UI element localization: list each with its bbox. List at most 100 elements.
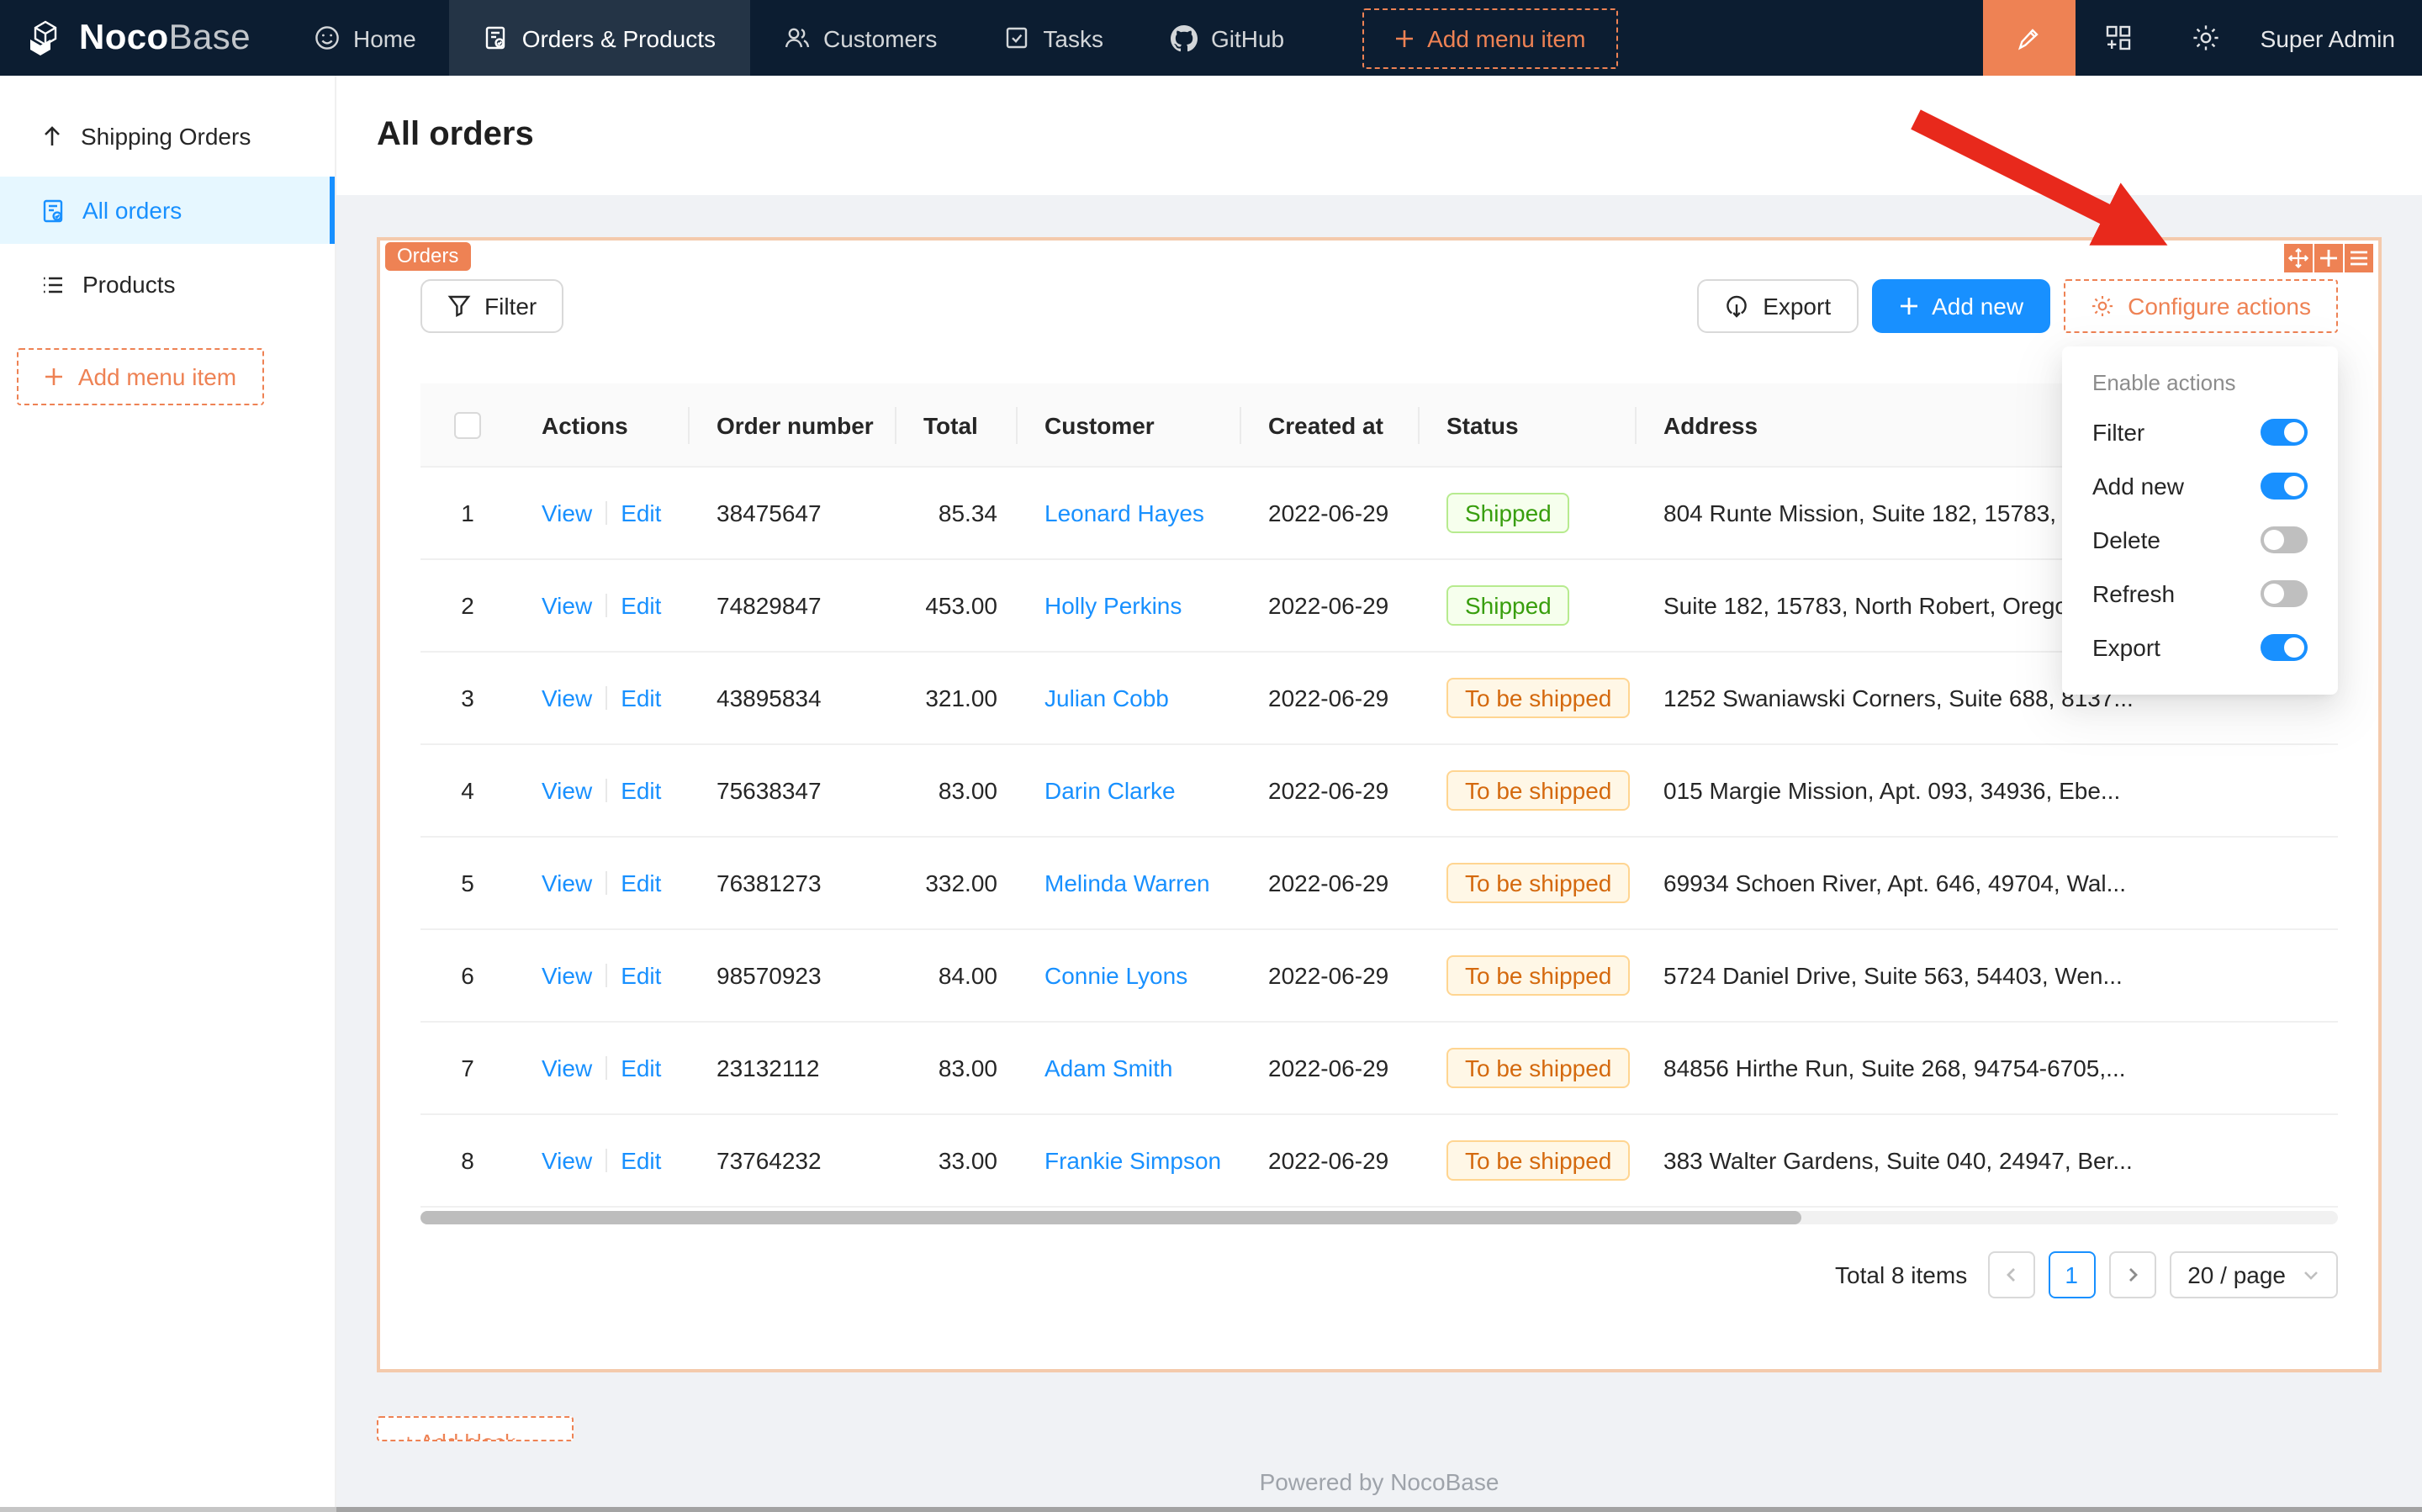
toggle-knob bbox=[2264, 584, 2284, 604]
view-link[interactable]: View bbox=[542, 870, 593, 896]
row-actions-cell: View Edit bbox=[515, 870, 690, 896]
plus-icon bbox=[45, 367, 65, 387]
drag-handle-icon[interactable] bbox=[2284, 244, 2313, 272]
edit-link[interactable]: Edit bbox=[621, 962, 662, 989]
column-header-status[interactable]: Status bbox=[1420, 411, 1637, 438]
sidebar-item-shipping-orders[interactable]: Shipping Orders bbox=[0, 103, 335, 170]
block-menu-icon[interactable] bbox=[2345, 244, 2373, 272]
enable-action-item[interactable]: Filter bbox=[2062, 405, 2338, 459]
configure-actions-button[interactable]: Configure actions bbox=[2064, 279, 2338, 333]
edit-link[interactable]: Edit bbox=[621, 592, 662, 619]
ui-editor-button[interactable] bbox=[1982, 0, 2076, 76]
nav-item-label: Tasks bbox=[1043, 24, 1103, 51]
pagination-prev-button[interactable] bbox=[1987, 1251, 2035, 1298]
nocobase-logo[interactable]: NocoBase bbox=[0, 0, 281, 76]
sidebar-item-products[interactable]: Products bbox=[0, 251, 335, 318]
add-new-button[interactable]: Add new bbox=[1871, 279, 2051, 333]
export-button[interactable]: Export bbox=[1697, 279, 1859, 333]
settings-button[interactable] bbox=[2163, 0, 2250, 76]
add-block-button[interactable]: + Add block bbox=[377, 1416, 574, 1441]
view-link[interactable]: View bbox=[542, 592, 593, 619]
total-cell: 33.00 bbox=[938, 1147, 997, 1174]
customer-link[interactable]: Adam Smith bbox=[1044, 1055, 1173, 1081]
toggle-switch[interactable] bbox=[2261, 526, 2308, 553]
sidebar-add-menu-item-button[interactable]: Add menu item bbox=[17, 348, 264, 405]
list-icon bbox=[40, 272, 66, 297]
customer-link[interactable]: Julian Cobb bbox=[1044, 685, 1169, 711]
enable-action-item[interactable]: Export bbox=[2062, 621, 2338, 674]
address-cell: 383 Walter Gardens, Suite 040, 24947, Be… bbox=[1663, 1147, 2133, 1174]
view-link[interactable]: View bbox=[542, 685, 593, 711]
edit-link[interactable]: Edit bbox=[621, 500, 662, 526]
view-link[interactable]: View bbox=[542, 777, 593, 804]
navbar-add-menu-item-button[interactable]: Add menu item bbox=[1362, 8, 1618, 68]
plugin-manager-button[interactable] bbox=[2076, 0, 2163, 76]
toggle-switch[interactable] bbox=[2261, 419, 2308, 446]
enable-action-label: Add new bbox=[2092, 473, 2184, 500]
select-all-checkbox[interactable] bbox=[454, 411, 481, 438]
enable-action-item[interactable]: Delete bbox=[2062, 513, 2338, 567]
pagination-total: Total 8 items bbox=[1835, 1261, 1968, 1288]
created-at-cell: 2022-06-29 bbox=[1268, 592, 1389, 619]
vertical-divider bbox=[606, 964, 608, 987]
customer-link[interactable]: Melinda Warren bbox=[1044, 870, 1210, 896]
edit-link[interactable]: Edit bbox=[621, 870, 662, 896]
address-cell: Suite 182, 15783, North Robert, Oregon bbox=[1663, 592, 2081, 619]
customer-link[interactable]: Leonard Hayes bbox=[1044, 500, 1204, 526]
edit-link[interactable]: Edit bbox=[621, 777, 662, 804]
nav-item-orders-products[interactable]: Orders & Products bbox=[449, 0, 749, 76]
enable-action-item[interactable]: Refresh bbox=[2062, 567, 2338, 621]
customer-link[interactable]: Frankie Simpson bbox=[1044, 1147, 1222, 1174]
view-link[interactable]: View bbox=[542, 500, 593, 526]
column-header-total[interactable]: Total bbox=[896, 411, 1018, 438]
table-row: 3 View Edit 43895834 321.00 Julian Cobb 2022-0… bbox=[420, 653, 2338, 745]
customer-cell: Darin Clarke bbox=[1018, 777, 1241, 804]
nav-item-github[interactable]: GitHub bbox=[1137, 0, 1318, 76]
status-cell: To be shipped bbox=[1420, 1140, 1637, 1181]
pagination-page-1[interactable]: 1 bbox=[2048, 1251, 2096, 1298]
nav-item-customers[interactable]: Customers bbox=[749, 0, 970, 76]
pagination-next-button[interactable] bbox=[2108, 1251, 2156, 1298]
github-icon bbox=[1170, 24, 1198, 51]
sidebar-item-all-orders[interactable]: All orders bbox=[0, 177, 335, 244]
nav-item-label: Orders & Products bbox=[521, 24, 716, 51]
status-cell: To be shipped bbox=[1420, 863, 1637, 903]
view-link[interactable]: View bbox=[542, 1055, 593, 1081]
order-number-cell: 74829847 bbox=[717, 592, 822, 619]
nav-item-tasks[interactable]: Tasks bbox=[970, 0, 1137, 76]
status-cell: To be shipped bbox=[1420, 1048, 1637, 1088]
customer-link[interactable]: Connie Lyons bbox=[1044, 962, 1188, 989]
created-at-cell: 2022-06-29 bbox=[1268, 777, 1389, 804]
scrollbar-thumb[interactable] bbox=[420, 1211, 1801, 1224]
customer-link[interactable]: Darin Clarke bbox=[1044, 777, 1176, 804]
page-size-value: 20 / page bbox=[2187, 1261, 2286, 1288]
toggle-switch[interactable] bbox=[2261, 580, 2308, 607]
column-header-actions[interactable]: Actions bbox=[515, 411, 690, 438]
column-header-customer[interactable]: Customer bbox=[1018, 411, 1241, 438]
view-link[interactable]: View bbox=[542, 1147, 593, 1174]
view-link[interactable]: View bbox=[542, 962, 593, 989]
enable-action-item[interactable]: Add new bbox=[2062, 459, 2338, 513]
nav-item-home[interactable]: Home bbox=[281, 0, 450, 76]
toggle-switch[interactable] bbox=[2261, 634, 2308, 661]
filter-button[interactable]: Filter bbox=[420, 279, 564, 333]
column-header-order-number[interactable]: Order number bbox=[690, 411, 896, 438]
users-icon bbox=[783, 25, 810, 50]
row-actions-cell: View Edit bbox=[515, 592, 690, 619]
table-horizontal-scrollbar[interactable] bbox=[420, 1211, 2338, 1224]
window-bottom-scrollbar[interactable] bbox=[0, 1507, 2422, 1512]
status-badge: Shipped bbox=[1446, 493, 1570, 533]
column-header-address[interactable]: Address bbox=[1663, 411, 1758, 438]
toggle-switch[interactable] bbox=[2261, 473, 2308, 500]
edit-link[interactable]: Edit bbox=[621, 1055, 662, 1081]
add-block-icon[interactable] bbox=[2314, 244, 2343, 272]
edit-link[interactable]: Edit bbox=[621, 1147, 662, 1174]
order-number-cell: 73764232 bbox=[717, 1147, 822, 1174]
edit-link[interactable]: Edit bbox=[621, 685, 662, 711]
column-header-created-at[interactable]: Created at bbox=[1241, 411, 1420, 438]
user-menu[interactable]: Super Admin bbox=[2260, 24, 2395, 51]
customer-link[interactable]: Holly Perkins bbox=[1044, 592, 1182, 619]
main-menu: Home Orders & Products Customers bbox=[281, 0, 1318, 76]
page-size-select[interactable]: 20 / page bbox=[2169, 1251, 2338, 1298]
status-cell: To be shipped bbox=[1420, 770, 1637, 811]
